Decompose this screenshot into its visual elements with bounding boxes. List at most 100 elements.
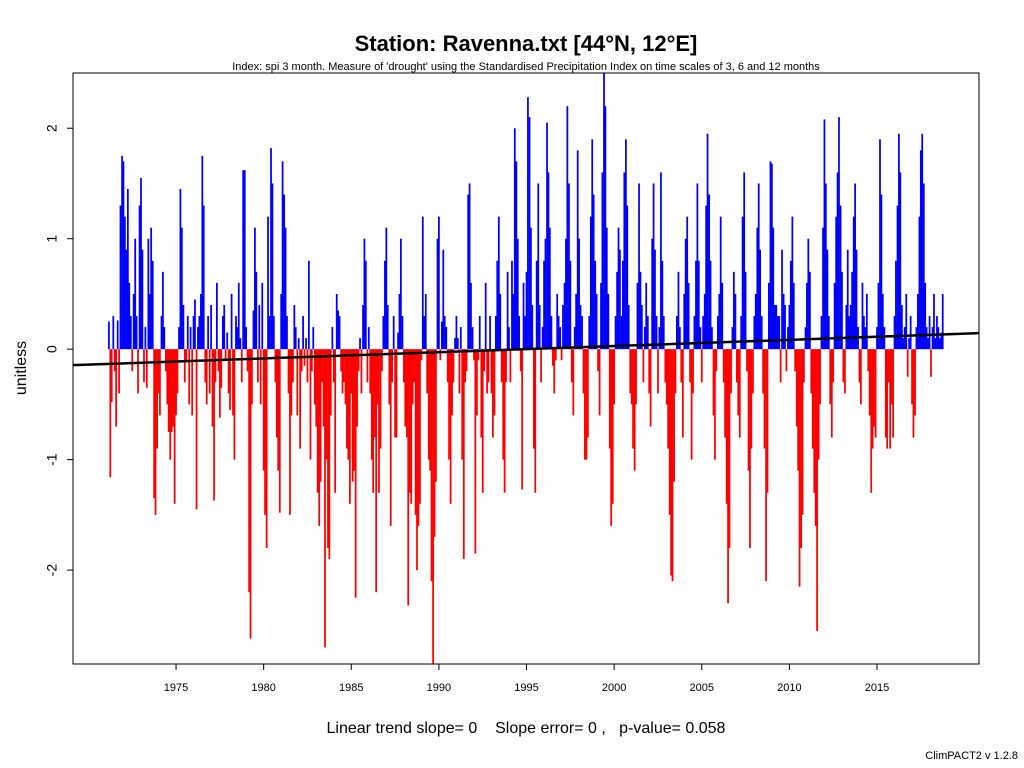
bar	[903, 327, 906, 350]
bar	[494, 316, 497, 350]
bar	[620, 316, 623, 350]
bar	[706, 133, 709, 350]
bar	[731, 327, 734, 350]
bar	[110, 349, 113, 403]
bar	[787, 327, 789, 350]
bar	[695, 260, 697, 350]
bar	[927, 338, 930, 350]
bar	[486, 349, 488, 394]
bar	[898, 133, 900, 350]
bar	[544, 238, 547, 350]
bar	[141, 249, 144, 350]
bar	[718, 293, 721, 350]
bar	[795, 349, 798, 427]
bar	[524, 316, 527, 350]
bar	[499, 293, 502, 350]
bar	[123, 216, 126, 350]
bar	[614, 316, 617, 350]
bar	[616, 271, 619, 350]
bar	[846, 249, 849, 350]
bar	[632, 349, 634, 449]
bar	[145, 349, 148, 388]
bar	[290, 349, 293, 416]
bar	[895, 260, 897, 350]
bar	[800, 349, 803, 549]
bar	[137, 349, 139, 394]
bar	[930, 349, 932, 377]
bar	[465, 349, 468, 372]
bar	[456, 338, 459, 350]
bar	[256, 349, 259, 383]
bar	[183, 349, 186, 383]
bar	[670, 349, 672, 576]
bar	[586, 349, 589, 438]
bar	[128, 282, 131, 350]
bar	[113, 349, 116, 372]
bar	[690, 349, 693, 460]
bar	[933, 293, 935, 350]
bar	[283, 194, 286, 350]
bar	[844, 349, 846, 394]
bar	[925, 327, 928, 350]
bar	[608, 349, 611, 449]
bar	[215, 282, 218, 350]
bar	[420, 349, 423, 361]
bar	[689, 349, 691, 383]
bar	[360, 349, 363, 394]
bar	[232, 349, 234, 416]
bar	[687, 282, 690, 350]
bar	[354, 349, 357, 598]
bar	[589, 216, 592, 350]
bar	[248, 349, 250, 593]
bar	[138, 205, 141, 350]
bar	[554, 349, 557, 361]
bar	[441, 321, 443, 350]
bar	[553, 349, 556, 394]
bar	[638, 183, 640, 350]
bar	[757, 183, 760, 350]
bar	[126, 188, 129, 350]
bar	[664, 349, 667, 383]
bar	[296, 349, 299, 416]
bar	[876, 327, 878, 350]
bar	[585, 349, 588, 460]
bar	[801, 349, 804, 515]
bar	[550, 316, 553, 350]
bar	[922, 183, 925, 350]
bar	[397, 332, 399, 350]
bar	[188, 349, 191, 405]
bar	[473, 349, 475, 361]
bar	[809, 271, 811, 350]
bar	[312, 327, 315, 350]
bar	[662, 316, 665, 350]
bar	[851, 271, 854, 350]
bar	[848, 316, 851, 350]
bar	[569, 260, 572, 350]
bar	[329, 349, 332, 416]
bar	[394, 349, 396, 438]
bar	[540, 349, 542, 383]
bar	[778, 316, 781, 350]
bar	[519, 349, 522, 372]
bar	[681, 349, 684, 438]
bar	[274, 349, 277, 383]
bar	[419, 349, 421, 504]
bar	[627, 304, 630, 350]
bar	[725, 349, 728, 504]
bar	[347, 349, 350, 460]
bar	[200, 293, 202, 350]
bar	[782, 293, 785, 350]
bar	[272, 316, 275, 350]
bar	[313, 349, 316, 405]
bar	[797, 349, 800, 471]
bar	[754, 293, 757, 350]
bar	[480, 349, 483, 438]
bar	[905, 293, 908, 350]
bar	[169, 349, 172, 460]
bar	[633, 349, 636, 471]
bar	[594, 260, 597, 350]
bar	[297, 338, 300, 350]
bar	[598, 349, 601, 416]
bar	[807, 238, 810, 350]
